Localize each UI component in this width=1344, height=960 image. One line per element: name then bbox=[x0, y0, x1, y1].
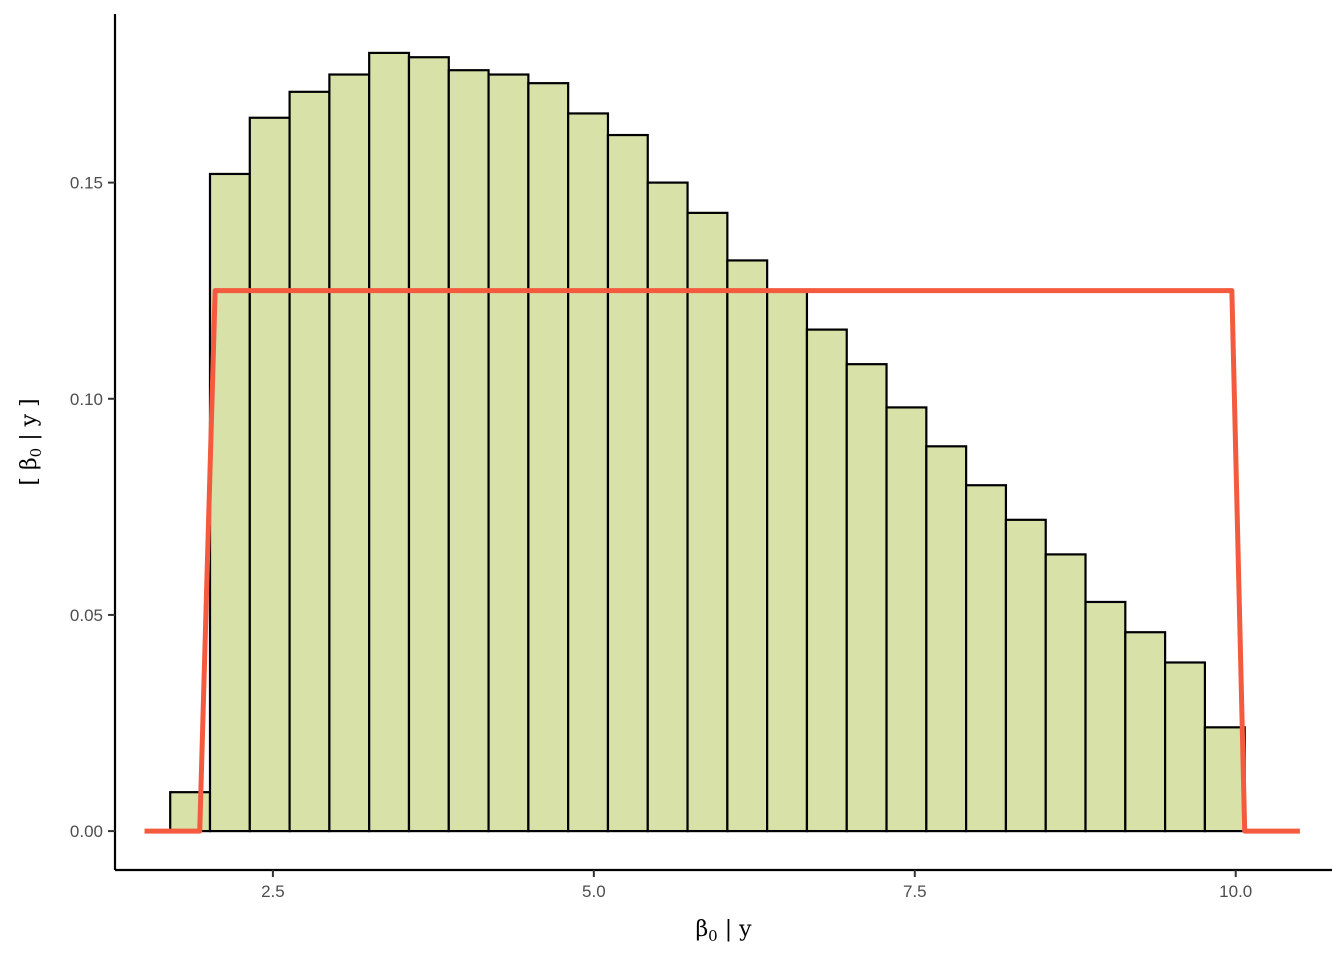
histogram-bar bbox=[845, 363, 888, 833]
histogram-bar bbox=[1203, 726, 1246, 833]
y-tick-label: 0.15 bbox=[70, 174, 103, 193]
histogram-bar bbox=[527, 82, 570, 833]
histogram-bar bbox=[567, 112, 610, 833]
density-line bbox=[144, 288, 1300, 834]
histogram-bar bbox=[726, 259, 769, 833]
histogram-bar bbox=[1164, 661, 1207, 833]
histogram-bar bbox=[288, 90, 331, 833]
histogram-bar bbox=[1124, 631, 1167, 833]
histogram-bar bbox=[208, 172, 251, 833]
histogram-bar bbox=[965, 484, 1008, 833]
density-line-layer bbox=[144, 288, 1300, 834]
x-tick-label: 10.0 bbox=[1219, 882, 1252, 901]
x-tick-label: 5.0 bbox=[582, 882, 606, 901]
y-tick-label: 0.00 bbox=[70, 822, 103, 841]
axes-layer bbox=[108, 14, 1332, 877]
histogram-bar bbox=[805, 328, 848, 833]
histogram-bar bbox=[885, 406, 928, 833]
x-tick-label: 7.5 bbox=[903, 882, 927, 901]
y-tick-label: 0.10 bbox=[70, 390, 103, 409]
histogram-bar bbox=[606, 133, 649, 833]
histogram-bar bbox=[1004, 518, 1047, 833]
histogram-bar bbox=[487, 73, 530, 833]
histogram-bar bbox=[1084, 600, 1127, 833]
histogram-bar bbox=[407, 56, 450, 833]
histogram-bar bbox=[925, 445, 968, 833]
histogram-bar bbox=[447, 69, 490, 833]
histogram-bar bbox=[1044, 553, 1087, 833]
histogram-bar bbox=[766, 289, 809, 833]
histogram-bar bbox=[328, 73, 371, 833]
histogram-bar bbox=[169, 791, 212, 833]
bars-layer bbox=[169, 51, 1246, 833]
x-axis-title: β0 | y bbox=[695, 917, 752, 945]
histogram-bar bbox=[646, 181, 689, 833]
histogram-bar bbox=[368, 51, 411, 833]
histogram-bar bbox=[686, 211, 729, 833]
x-tick-label: 2.5 bbox=[261, 882, 285, 901]
labels-layer: 2.5 5.0 7.5 10.0 0.00 0.05 0.10 0.15 β0 | y [ β0 … bbox=[17, 174, 1252, 945]
histogram-bar bbox=[248, 116, 291, 833]
y-tick-label: 0.05 bbox=[70, 606, 103, 625]
y-axis-title: [ β0 | y ] bbox=[17, 398, 45, 485]
